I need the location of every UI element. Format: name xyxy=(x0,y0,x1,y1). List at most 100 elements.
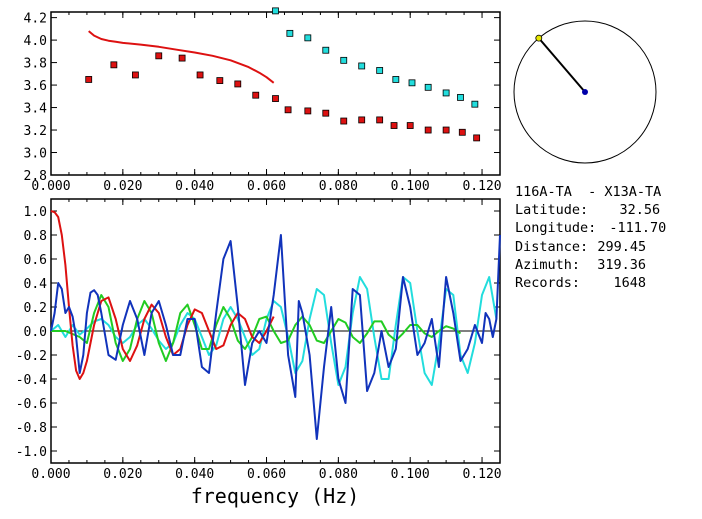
data-point xyxy=(392,76,400,83)
coherency-series xyxy=(50,210,501,440)
center-station-marker xyxy=(582,89,588,95)
data-point xyxy=(442,126,450,134)
x-tick-label: 0.040 xyxy=(175,467,214,482)
y-tick-label: 3.6 xyxy=(24,79,47,94)
y-tick-label: 0.6 xyxy=(24,253,47,268)
distance-label: Distance: xyxy=(515,238,589,255)
series-line xyxy=(88,30,275,84)
distance-value: 299.45 xyxy=(597,238,647,255)
remote-station-marker xyxy=(535,34,543,42)
latitude-value: 32.56 xyxy=(619,202,661,219)
data-point xyxy=(234,80,242,88)
x-tick-label: 0.000 xyxy=(31,467,70,482)
y-tick-label: 3.8 xyxy=(24,57,47,72)
data-point xyxy=(322,109,330,117)
records-row: Records: 1648 xyxy=(515,274,666,292)
data-point xyxy=(304,34,312,42)
data-point xyxy=(286,29,294,37)
data-point xyxy=(376,116,384,124)
azimuth-ray xyxy=(538,37,586,93)
latitude-row: Latitude: 32.56 xyxy=(515,201,666,219)
azimuth-row: Azimuth: 319.36 xyxy=(515,256,666,274)
y-tick-label: 4.0 xyxy=(24,34,47,49)
data-point xyxy=(406,122,414,129)
data-point xyxy=(272,95,279,102)
x-tick-label: 0.120 xyxy=(462,179,501,194)
records-label: Records: xyxy=(515,275,581,292)
y-tick-label: 0.8 xyxy=(24,229,47,244)
station-pair: 116A-TA - X13A-TA xyxy=(515,184,662,200)
y-tick-label: -0.4 xyxy=(16,373,47,388)
data-point xyxy=(272,7,279,15)
longitude-value: -111.70 xyxy=(609,220,667,237)
azimuth-value: 319.36 xyxy=(597,256,647,273)
dispersion-plot-frame xyxy=(50,11,501,176)
data-point xyxy=(340,56,348,64)
y-tick-label: 3.2 xyxy=(24,124,47,139)
azimuth-label: Azimuth: xyxy=(515,256,581,273)
data-point xyxy=(424,83,432,91)
data-point xyxy=(458,128,466,136)
y-tick-label: -0.6 xyxy=(16,397,47,412)
x-tick-label: 0.020 xyxy=(103,467,142,482)
series-line xyxy=(50,234,501,440)
azimuth-map xyxy=(513,20,657,164)
data-point xyxy=(442,89,450,97)
data-point xyxy=(155,52,163,60)
y-tick-label: 0.4 xyxy=(24,277,48,292)
y-tick-label: -1.0 xyxy=(16,445,47,460)
data-point xyxy=(473,134,481,142)
data-point xyxy=(252,91,260,99)
longitude-label: Longitude: xyxy=(515,220,597,237)
coherency-plot: 0.000 0.020 0.040 0.060 0.080 0.100 0.120 1.0 0.… xyxy=(16,198,502,508)
x-tick-label: 0.080 xyxy=(319,467,358,482)
y-tick-label: 0.0 xyxy=(24,325,47,340)
y-tick-label: -0.8 xyxy=(16,421,47,436)
data-point xyxy=(85,76,93,83)
data-point xyxy=(424,126,432,134)
data-point xyxy=(358,62,366,70)
y-tick-label: 1.0 xyxy=(24,205,47,220)
dispersion-axis-ticks: 0.000 0.020 0.040 0.060 0.080 0.100 0.120 2.8 3.… xyxy=(24,12,502,194)
data-point xyxy=(178,54,186,62)
data-point xyxy=(471,100,479,108)
data-point xyxy=(132,71,139,79)
azimuth-circle xyxy=(513,20,657,164)
data-point xyxy=(216,77,224,84)
data-point xyxy=(110,61,118,69)
x-tick-label: 0.100 xyxy=(391,179,430,194)
x-tick-label: 0.020 xyxy=(103,179,142,194)
x-tick-label: 0.060 xyxy=(247,467,286,482)
dispersion-series xyxy=(85,7,481,142)
data-point xyxy=(358,116,366,124)
longitude-row: Longitude: -111.70 xyxy=(515,219,666,237)
y-tick-label: 3.4 xyxy=(24,102,48,117)
dispersion-plot: 0.000 0.020 0.040 0.060 0.080 0.100 0.120 2.8 3.… xyxy=(24,7,502,194)
y-tick-label: -0.2 xyxy=(16,349,47,364)
distance-row: Distance: 299.45 xyxy=(515,238,666,256)
data-point xyxy=(390,122,398,129)
series-line xyxy=(51,294,462,362)
data-point xyxy=(304,107,312,115)
x-tick-label: 0.120 xyxy=(462,467,501,482)
station-info-panel: 116A-TA - X13A-TA Latitude: 32.56 Longitu… xyxy=(515,183,666,292)
x-tick-label: 0.100 xyxy=(391,467,430,482)
x-tick-label: 0.080 xyxy=(319,179,358,194)
data-point xyxy=(196,71,204,79)
data-point xyxy=(376,67,384,74)
data-point xyxy=(340,117,348,125)
x-tick-label: 0.060 xyxy=(247,179,286,194)
y-tick-label: 4.2 xyxy=(24,12,47,27)
records-value: 1648 xyxy=(613,275,647,292)
data-point xyxy=(284,106,292,114)
y-tick-label: 2.8 xyxy=(24,169,47,184)
x-tick-label: 0.040 xyxy=(175,179,214,194)
y-tick-label: 0.2 xyxy=(24,301,47,316)
data-point xyxy=(457,94,464,101)
y-tick-label: 3.0 xyxy=(24,147,47,162)
data-point xyxy=(408,79,416,87)
data-point xyxy=(322,46,330,54)
coherency-axis-ticks: 0.000 0.020 0.040 0.060 0.080 0.100 0.120 1.0 0.… xyxy=(16,199,502,482)
x-tick-label: 0.000 xyxy=(31,179,70,194)
